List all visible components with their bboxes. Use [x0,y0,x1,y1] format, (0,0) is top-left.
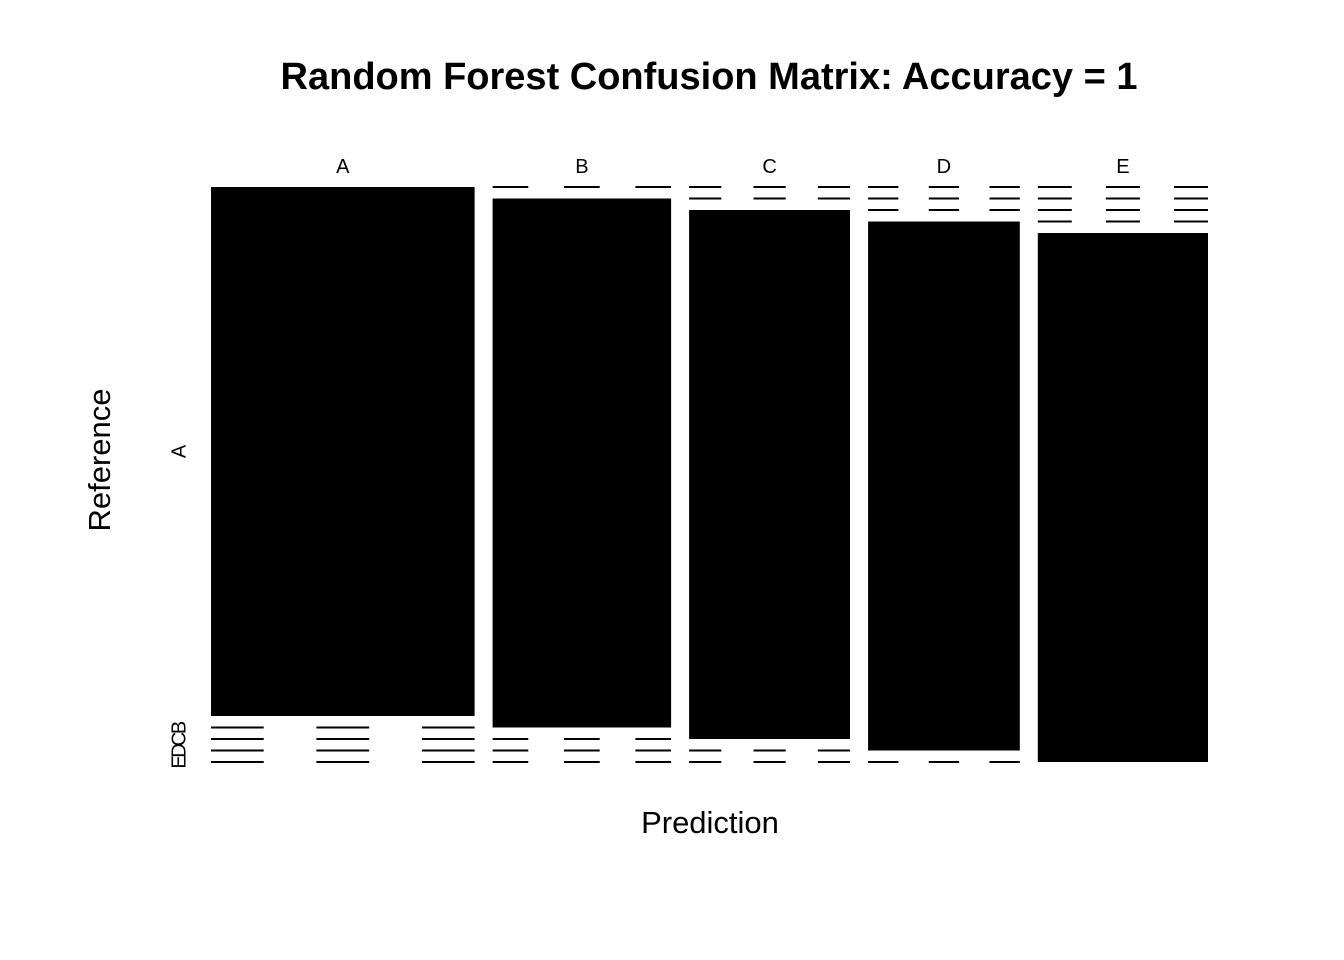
y-tick-label-B: B [168,721,190,734]
x-axis-label: Prediction [641,805,779,840]
x-tick-label-B: B [575,156,588,178]
mosaic-cell-C-C [689,210,850,739]
x-tick-label-E: E [1116,156,1129,178]
mosaic-cell-A-A [211,187,475,716]
y-tick-label-D: D [168,743,190,757]
x-tick-label-D: D [937,156,951,178]
y-tick-label-E: E [168,755,190,768]
x-tick-label-A: A [336,156,350,178]
y-tick-label-A: A [168,444,190,458]
chart-title: Random Forest Confusion Matrix: Accuracy… [280,56,1138,98]
mosaic-cell-E-E [1037,233,1208,762]
y-axis-label: Reference [82,388,117,532]
x-tick-label-C: C [762,156,776,178]
y-tick-label-C: C [168,732,190,746]
mosaic-cell-B-B [492,198,672,728]
mosaic-cell-D-D [868,221,1020,751]
